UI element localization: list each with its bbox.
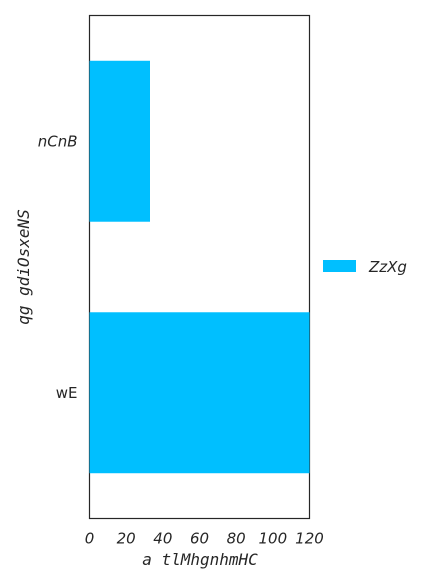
x-tick-label: 100 xyxy=(259,530,288,548)
legend: ZzXg xyxy=(323,258,407,276)
x-tick-label: 60 xyxy=(190,530,209,548)
y-axis-label: qg gdiOsxeNS xyxy=(14,209,33,325)
bar-wE xyxy=(89,312,310,474)
x-tick-label: 80 xyxy=(227,530,246,548)
x-tick-label: 120 xyxy=(295,530,324,548)
x-axis-label: a tlMhgnhmHC xyxy=(142,550,258,569)
y-tick-labels: nCnB wE xyxy=(38,132,78,402)
x-tick-label: 20 xyxy=(117,530,136,548)
legend-swatch xyxy=(323,260,356,272)
legend-label: ZzXg xyxy=(368,258,407,276)
y-tick-label: wE xyxy=(56,384,78,402)
y-tick-label: nCnB xyxy=(38,132,78,150)
bar-nCnB xyxy=(89,60,150,222)
bars-group xyxy=(89,60,310,474)
x-tick-label: 40 xyxy=(153,530,172,548)
plot-frame xyxy=(88,14,311,520)
x-tick-label: 0 xyxy=(85,530,95,548)
x-tick-labels: 0 20 40 60 80 100 120 xyxy=(85,530,324,548)
